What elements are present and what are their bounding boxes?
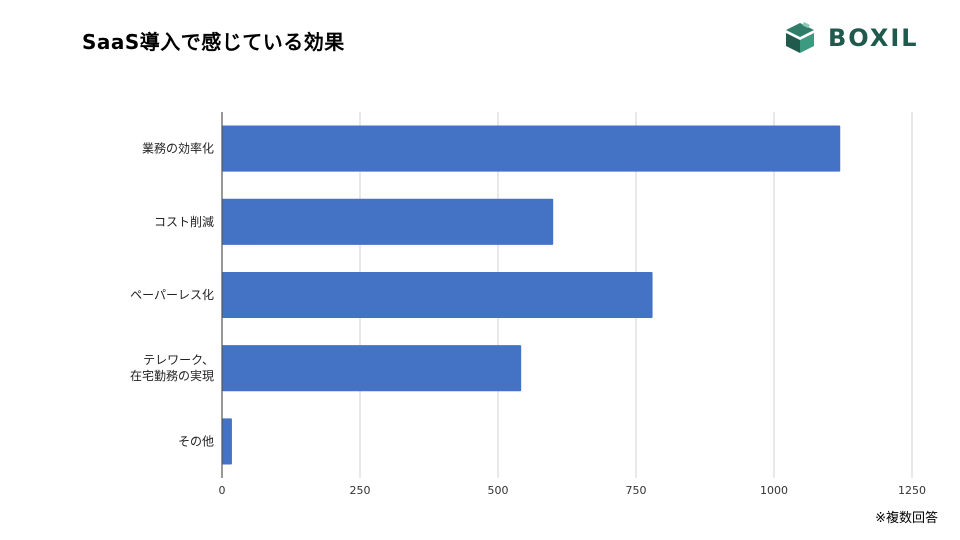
bar xyxy=(222,345,522,392)
logo-text: BOXIL xyxy=(828,24,919,52)
x-tick-label: 0 xyxy=(219,484,226,497)
category-label: テレワーク、 xyxy=(143,353,214,367)
chart-title: SaaS導入で感じている効果 xyxy=(82,30,345,54)
x-tick-label: 750 xyxy=(626,484,647,497)
bar xyxy=(222,418,232,465)
category-label: コスト削減 xyxy=(154,214,214,229)
boxil-cube-icon xyxy=(786,22,814,53)
category-label: 業務の効率化 xyxy=(142,141,214,156)
x-tick-label: 250 xyxy=(350,484,371,497)
bar xyxy=(222,271,653,319)
bar xyxy=(222,125,841,172)
bar xyxy=(222,198,554,245)
boxil-logo: BOXIL xyxy=(782,20,919,56)
footnote: ※複数回答 xyxy=(875,511,938,526)
x-tick-label: 500 xyxy=(488,484,509,497)
x-tick-label: 1000 xyxy=(760,484,788,497)
category-label: 在宅勤務の実現 xyxy=(130,368,214,383)
category-label: ペーパーレス化 xyxy=(130,288,214,302)
x-tick-label: 1250 xyxy=(898,484,926,497)
category-label: その他 xyxy=(178,434,214,448)
